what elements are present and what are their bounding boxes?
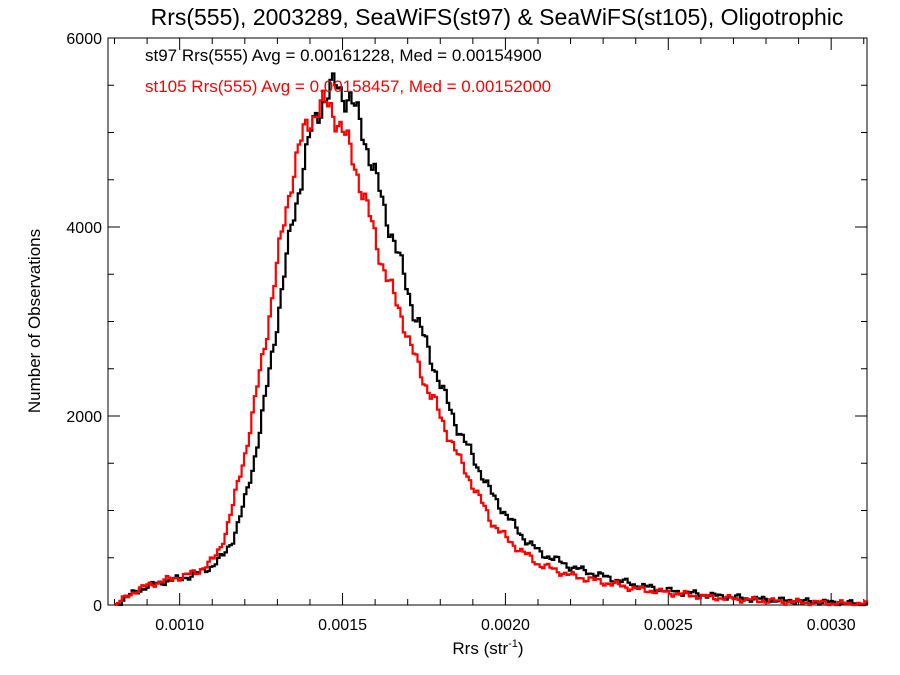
x-tick-label: 0.0010 [155, 617, 204, 634]
y-axis-label: Number of Observations [25, 229, 44, 413]
series-st105-line [114, 89, 869, 607]
y-tick-label: 2000 [66, 409, 102, 426]
x-axis: 0.0010 0.0015 0.0020 0.0025 0.0030 [114, 38, 865, 634]
y-tick-label: 0 [93, 598, 102, 615]
legend-annotation-st105: st105 Rrs(555) Avg = 0.00158457, Med = 0… [145, 77, 551, 96]
x-tick-label: 0.0025 [644, 617, 693, 634]
x-axis-label-superscript: -1 [508, 638, 518, 650]
series-group [114, 72, 869, 607]
chart-title: Rrs(555), 2003289, SeaWiFS(st97) & SeaWi… [151, 4, 844, 30]
y-axis: 0 2000 4000 6000 [66, 31, 867, 615]
y-tick-label: 4000 [66, 220, 102, 237]
x-tick-label: 0.0020 [481, 617, 530, 634]
x-axis-label-text: Rrs (str [452, 639, 508, 658]
x-axis-label: Rrs (str-1) [452, 638, 523, 658]
series-st97-line [114, 72, 869, 607]
x-tick-label: 0.0030 [807, 617, 856, 634]
x-tick-label: 0.0015 [318, 617, 367, 634]
x-axis-label-close: ) [518, 639, 524, 658]
y-tick-label: 6000 [66, 31, 102, 48]
legend-annotation-st97: st97 Rrs(555) Avg = 0.00161228, Med = 0.… [145, 46, 542, 65]
